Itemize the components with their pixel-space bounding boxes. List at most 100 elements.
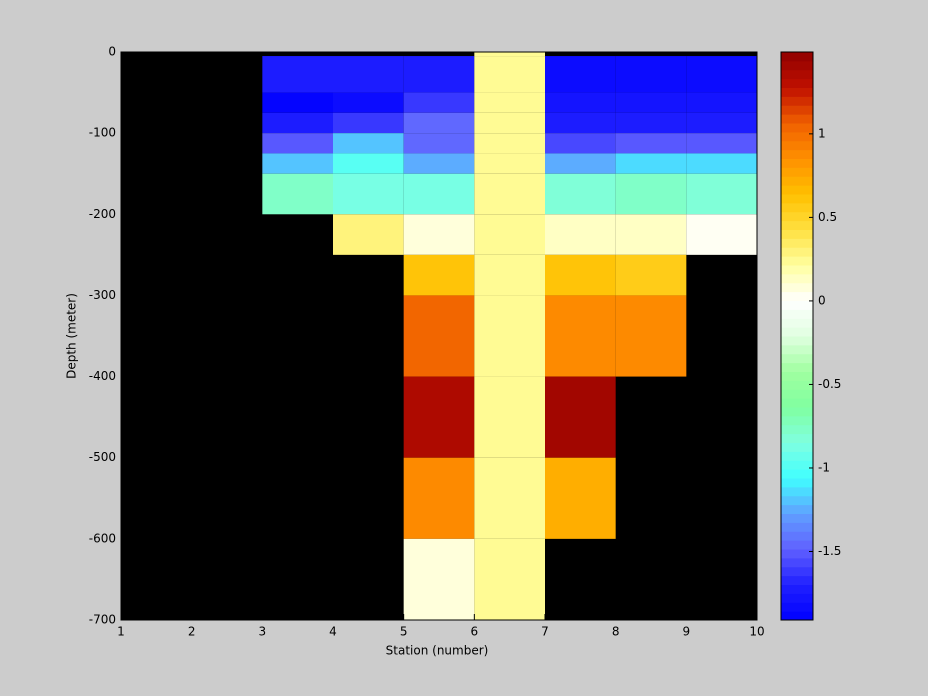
colorbar-swatch bbox=[781, 131, 813, 142]
heatmap-cell bbox=[545, 112, 616, 134]
heatmap-cell bbox=[262, 153, 333, 174]
heatmap-cell bbox=[615, 254, 687, 296]
colorbar-frame bbox=[780, 51, 814, 621]
x-axis-label: Station (number) bbox=[386, 644, 489, 658]
heatmap-cell bbox=[262, 56, 333, 93]
colorbar-swatch bbox=[781, 140, 813, 151]
heatmap-cell bbox=[262, 112, 333, 134]
colorbar-swatch bbox=[781, 504, 813, 514]
heatmap-cell bbox=[333, 173, 404, 215]
colorbar-swatch bbox=[781, 309, 813, 319]
heatmap-cell bbox=[474, 254, 545, 296]
colorbar-swatch bbox=[781, 353, 813, 364]
heatmap-cell bbox=[545, 376, 616, 458]
colorbar-swatch bbox=[781, 575, 813, 585]
heatmap-cell bbox=[403, 254, 475, 296]
heatmap-cell bbox=[615, 173, 687, 215]
heatmap-cell bbox=[686, 112, 757, 134]
colorbar-swatch bbox=[781, 415, 813, 426]
heatmap-cell bbox=[403, 92, 475, 113]
x-tick-label: 4 bbox=[329, 625, 337, 639]
heatmap-cell bbox=[686, 153, 757, 174]
colorbar-swatch bbox=[781, 105, 813, 115]
x-tick-label: 10 bbox=[749, 625, 764, 639]
heatmap-cell bbox=[545, 173, 616, 215]
colorbar-swatch bbox=[781, 531, 813, 541]
colorbar-swatch bbox=[781, 96, 813, 106]
colorbar-swatch bbox=[781, 593, 813, 603]
x-tick-label: 9 bbox=[683, 625, 691, 639]
colorbar-swatch bbox=[781, 566, 813, 577]
heatmap-cell bbox=[615, 56, 687, 93]
colorbar-swatch bbox=[781, 229, 813, 239]
x-tick-label: 5 bbox=[400, 625, 408, 639]
colorbar-swatch bbox=[781, 407, 813, 417]
heatmap-cell bbox=[615, 214, 687, 255]
heatmap-cell bbox=[403, 376, 475, 458]
colorbar-swatch bbox=[781, 611, 813, 621]
heatmap-cell bbox=[615, 153, 687, 174]
y-tick-label: -700 bbox=[89, 613, 116, 627]
colorbar-swatch bbox=[781, 540, 813, 550]
x-tick-label: 6 bbox=[471, 625, 479, 639]
colorbar-swatch bbox=[781, 389, 813, 399]
heatmap-cell bbox=[686, 133, 757, 154]
colorbar-swatch bbox=[781, 424, 813, 435]
colorbar-tick-label: -1 bbox=[818, 460, 830, 474]
colorbar-swatch bbox=[781, 176, 813, 186]
y-tick-label: -600 bbox=[89, 531, 116, 545]
x-tick-label: 3 bbox=[259, 625, 267, 639]
colorbar-swatch bbox=[781, 60, 813, 71]
colorbar-swatch bbox=[781, 300, 813, 310]
colorbar-swatch bbox=[781, 78, 813, 88]
colorbar-swatch bbox=[781, 265, 813, 275]
heatmap-cell bbox=[262, 133, 333, 154]
colorbar-swatch bbox=[781, 194, 813, 204]
colorbar-swatch bbox=[781, 220, 813, 230]
heatmap-cell bbox=[333, 92, 404, 113]
heatmap-cell bbox=[545, 254, 616, 296]
heatmap-cell bbox=[545, 133, 616, 154]
colorbar-swatch bbox=[781, 123, 813, 133]
heatmap-cell bbox=[474, 214, 545, 255]
colorbar-swatch bbox=[781, 318, 813, 328]
colorbar-swatch bbox=[781, 486, 813, 497]
colorbar-swatch bbox=[781, 460, 813, 470]
plot-frame bbox=[120, 51, 758, 621]
x-tick-label: 1 bbox=[117, 625, 125, 639]
colorbar-swatch bbox=[781, 327, 813, 337]
colorbar-swatch bbox=[781, 282, 813, 293]
colorbar-tick-label: 0 bbox=[818, 293, 826, 307]
heatmap-cell bbox=[686, 173, 757, 215]
heatmap-cell bbox=[545, 214, 616, 255]
heatmap-cell bbox=[403, 153, 475, 174]
heatmap-cell bbox=[403, 214, 475, 255]
heatmap-cell bbox=[403, 457, 475, 539]
heatmap-cell bbox=[474, 457, 545, 539]
colorbar-swatch bbox=[781, 114, 813, 124]
colorbar-swatch bbox=[781, 291, 813, 301]
colorbar-tick-label: -0.5 bbox=[818, 377, 841, 391]
colorbar-swatch bbox=[781, 336, 813, 346]
colorbar-swatch bbox=[781, 256, 813, 266]
colorbar-swatch bbox=[781, 549, 813, 559]
y-tick-label: -100 bbox=[89, 126, 116, 140]
colorbar-swatch bbox=[781, 557, 813, 568]
colorbar-swatch bbox=[781, 362, 813, 372]
colorbar-swatch bbox=[781, 69, 813, 80]
colorbar-swatch bbox=[781, 371, 813, 381]
heatmap-cell bbox=[262, 92, 333, 113]
colorbar-swatch bbox=[781, 602, 813, 612]
heatmap-cell bbox=[333, 153, 404, 174]
y-tick-label: -200 bbox=[89, 207, 116, 221]
x-tick-label: 8 bbox=[612, 625, 620, 639]
heatmap-cell bbox=[615, 295, 687, 377]
colorbar-swatch bbox=[781, 451, 813, 461]
heatmap-cell bbox=[686, 214, 757, 255]
colorbar-swatch bbox=[781, 344, 813, 355]
heatmap-cell bbox=[474, 376, 545, 458]
heatmap-cell bbox=[474, 52, 545, 57]
colorbar-swatch bbox=[781, 87, 813, 97]
colorbar-swatch bbox=[781, 52, 813, 62]
colorbar-swatch bbox=[781, 238, 813, 248]
